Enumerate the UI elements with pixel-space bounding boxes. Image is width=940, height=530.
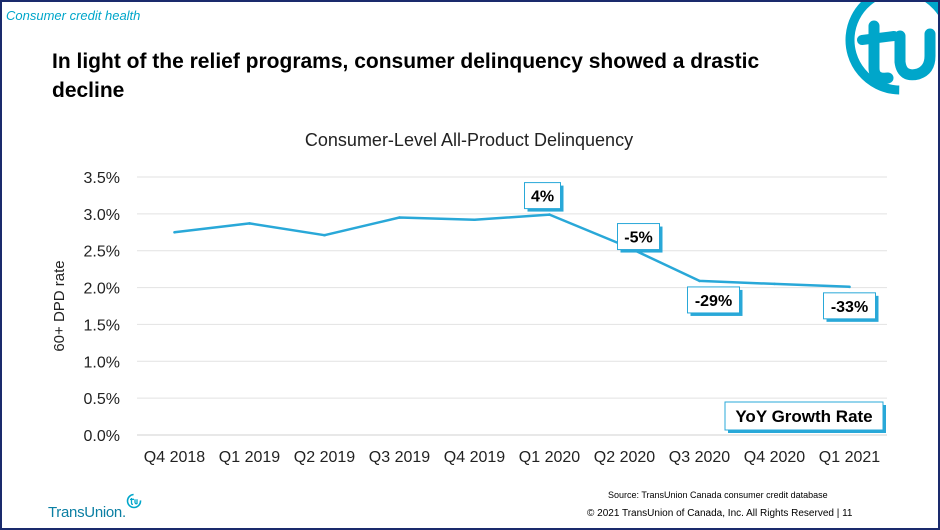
data-point — [698, 279, 701, 283]
transunion-small-logo-icon — [126, 493, 142, 509]
y-tick-label: 2.5% — [84, 244, 120, 261]
legend-box-label: YoY Growth Rate — [735, 407, 872, 426]
brand-name: TransUnion. — [48, 504, 126, 521]
x-tick-label: Q4 2018 — [144, 449, 205, 466]
annotation-box — [823, 292, 876, 320]
y-tick-label: 3.0% — [84, 207, 120, 224]
annotation-box — [687, 286, 740, 314]
annotation-label: -33% — [831, 299, 868, 316]
x-tick-label: Q3 2019 — [369, 449, 430, 466]
y-axis-label: 60+ DPD rate — [51, 260, 68, 351]
y-tick-label: 2.0% — [84, 281, 120, 298]
annotation-label: 4% — [531, 189, 554, 206]
x-tick-label: Q2 2019 — [294, 449, 355, 466]
data-point — [173, 230, 176, 234]
series-line — [174, 213, 850, 289]
y-tick-label: 3.5% — [84, 170, 120, 187]
data-point — [548, 213, 551, 216]
data-point — [848, 285, 851, 289]
y-tick-label: 0.5% — [84, 391, 120, 408]
y-tick-label: 1.0% — [84, 354, 120, 371]
x-tick-label: Q3 2020 — [669, 449, 730, 466]
data-point — [248, 222, 251, 225]
data-point — [773, 282, 776, 286]
transunion-logo-icon — [845, 2, 938, 95]
data-point — [473, 218, 476, 222]
x-tick-label: Q2 2020 — [594, 449, 655, 466]
x-tick-label: Q1 2019 — [219, 449, 280, 466]
x-tick-label: Q4 2020 — [744, 449, 805, 466]
chart-title: Consumer-Level All-Product Delinquency — [305, 130, 633, 150]
y-tick-label: 0.0% — [84, 428, 120, 445]
copyright-note: © 2021 TransUnion of Canada, Inc. All Ri… — [587, 508, 853, 519]
x-tick-label: Q4 2019 — [444, 449, 505, 466]
legend-box — [724, 401, 884, 431]
x-tick-label: Q1 2020 — [519, 449, 580, 466]
data-point — [323, 233, 326, 237]
annotation-box — [617, 223, 660, 251]
data-point — [398, 216, 401, 219]
section-label: Consumer credit health — [6, 8, 141, 23]
page-title: In light of the relief programs, consume… — [52, 50, 760, 102]
source-note: Source: TransUnion Canada consumer credi… — [608, 490, 828, 500]
annotation-label: -29% — [695, 293, 732, 310]
delinquency-line-chart: Consumer-Level All-Product Delinquency 60… — [51, 130, 887, 466]
y-tick-label: 1.5% — [84, 317, 120, 334]
x-tick-label: Q1 2021 — [819, 449, 880, 466]
annotation-label: -5% — [624, 230, 652, 247]
annotation-box — [524, 182, 561, 210]
